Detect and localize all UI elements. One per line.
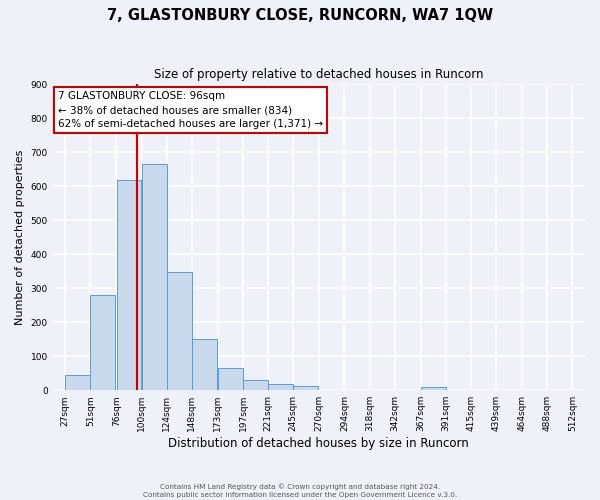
Bar (91, 295, 115, 390)
Bar (116, 180, 142, 390)
Bar (142, 164, 167, 390)
Bar (268, 384, 293, 390)
Y-axis label: Number of detached properties: Number of detached properties (15, 150, 25, 325)
Text: 7 GLASTONBURY CLOSE: 96sqm
← 38% of detached houses are smaller (834)
62% of sem: 7 GLASTONBURY CLOSE: 96sqm ← 38% of deta… (58, 91, 323, 129)
Bar (65, 375, 90, 390)
Bar (421, 388, 446, 390)
X-axis label: Distribution of detached houses by size in Runcorn: Distribution of detached houses by size … (169, 437, 469, 450)
Bar (167, 272, 191, 390)
Title: Size of property relative to detached houses in Runcorn: Size of property relative to detached ho… (154, 68, 484, 80)
Text: 7, GLASTONBURY CLOSE, RUNCORN, WA7 1QW: 7, GLASTONBURY CLOSE, RUNCORN, WA7 1QW (107, 8, 493, 22)
Bar (243, 380, 268, 390)
Bar (192, 339, 217, 390)
Text: Contains HM Land Registry data © Crown copyright and database right 2024.
Contai: Contains HM Land Registry data © Crown c… (143, 484, 457, 498)
Bar (293, 386, 318, 390)
Bar (218, 368, 243, 390)
